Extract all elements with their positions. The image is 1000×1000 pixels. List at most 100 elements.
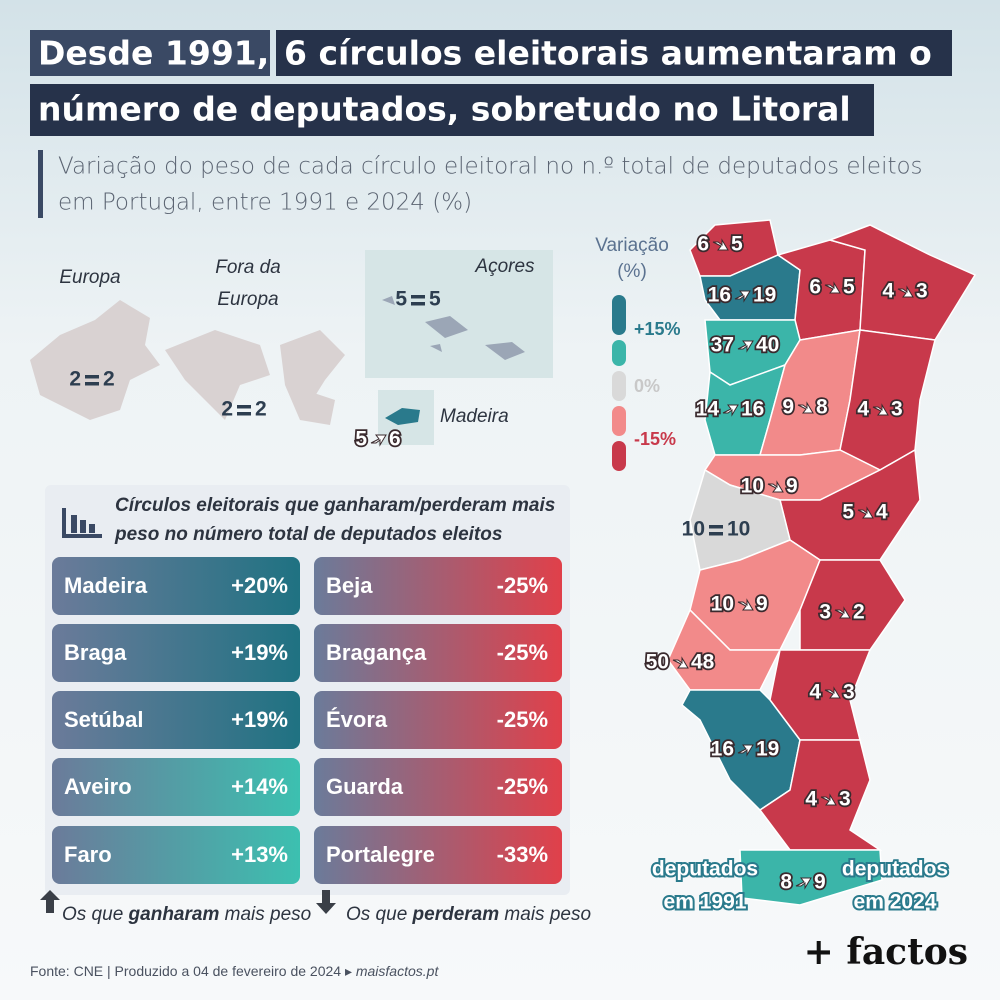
to-value: 10 <box>727 518 750 541</box>
footer-source: Fonte: CNE | Produzido a 04 de fevereiro… <box>30 963 439 979</box>
from-value: 37 <box>711 334 734 357</box>
change-arrow <box>834 606 851 619</box>
map-note: deputados <box>842 858 948 881</box>
to-value: 8 <box>816 396 828 419</box>
gain-value: +19% <box>231 707 288 732</box>
title-highlight-bg <box>30 30 270 76</box>
change-label: 16 19 <box>706 282 778 309</box>
change-label: 37 40 <box>709 332 781 359</box>
gain-row <box>52 624 300 682</box>
to-value: 19 <box>756 738 779 761</box>
inset-label: Madeira <box>440 406 509 427</box>
change-arrow <box>820 793 837 806</box>
legend-label: 0% <box>634 376 660 396</box>
note-text: perderam <box>412 904 500 925</box>
note-text: ganharam <box>128 904 220 925</box>
equal-sign <box>411 302 425 306</box>
change-label: 16 19 <box>709 736 781 763</box>
from-value: 16 <box>711 738 734 761</box>
to-value: 9 <box>786 475 798 498</box>
change-arrow <box>734 290 751 303</box>
to-value: 9 <box>756 593 768 616</box>
to-value: 2 <box>255 398 267 421</box>
change-arrow <box>797 401 814 414</box>
from-value: 8 <box>780 871 792 894</box>
from-value: 5 <box>355 428 367 451</box>
to-value: 16 <box>741 398 764 421</box>
loss-value: -25% <box>497 707 548 732</box>
from-value: 2 <box>221 398 233 421</box>
to-value: 40 <box>756 334 779 357</box>
from-value: 9 <box>782 396 794 419</box>
to-value: 6 <box>389 428 401 451</box>
change-arrow <box>767 480 784 493</box>
to-value: 2 <box>853 601 865 624</box>
legend-swatch <box>612 295 626 335</box>
loss-value: -33% <box>497 842 548 867</box>
from-value: 3 <box>819 601 831 624</box>
change-arrow <box>737 598 754 611</box>
arrow-up-icon <box>40 890 60 913</box>
change-arrow <box>824 281 841 294</box>
from-value: 4 <box>805 788 817 811</box>
gain-value: +14% <box>231 774 288 799</box>
to-value: 3 <box>916 280 928 303</box>
map-note: em 1991 <box>664 891 747 914</box>
note-text: mais peso <box>219 904 311 925</box>
loss-name: Portalegre <box>326 842 435 867</box>
equal-sign <box>85 382 99 386</box>
footer-text: maisfactos.pt <box>356 963 440 979</box>
change-arrow <box>737 340 754 353</box>
change-arrow <box>824 686 841 699</box>
change-label: 10 10 <box>682 518 751 541</box>
from-value: 4 <box>857 398 869 421</box>
change-label: 50 48 <box>644 649 717 676</box>
gain-row <box>52 557 300 615</box>
to-value: 5 <box>843 276 855 299</box>
change-arrow <box>672 656 689 669</box>
to-value: 9 <box>814 871 826 894</box>
subtitle: em Portugal, entre 1991 e 2024 (%) <box>58 190 472 216</box>
gain-row <box>52 691 300 749</box>
note-text: Os que <box>346 904 413 925</box>
loss-value: -25% <box>497 774 548 799</box>
gain-name: Aveiro <box>64 774 132 799</box>
equal-sign <box>85 375 99 379</box>
to-value: 5 <box>731 233 743 256</box>
from-value: 16 <box>708 284 731 307</box>
legend-label: +15% <box>634 319 681 339</box>
map-note: deputados <box>652 858 758 881</box>
legend-title: Variação <box>595 235 669 256</box>
to-value: 2 <box>103 368 115 391</box>
legend-title: (%) <box>617 261 647 282</box>
loss-name: Bragança <box>326 640 427 665</box>
equal-sign <box>709 532 723 536</box>
change-arrow <box>795 877 812 890</box>
change-label: 10 9 <box>739 473 800 500</box>
legend-swatch <box>612 406 626 436</box>
legend-label: -15% <box>634 429 676 449</box>
inset-label: Europa <box>217 289 278 310</box>
from-value: 10 <box>741 475 764 498</box>
loss-row <box>314 557 562 615</box>
loss-value: -25% <box>497 640 548 665</box>
title: número de deputados, sobretudo no Litora… <box>38 90 851 129</box>
to-value: 19 <box>753 284 776 307</box>
loss-value: -25% <box>497 573 548 598</box>
from-value: 6 <box>697 233 709 256</box>
note-text: mais peso <box>499 904 591 925</box>
equal-sign <box>411 295 425 299</box>
from-value: 50 <box>646 651 669 674</box>
from-value: 5 <box>842 501 854 524</box>
note-gained: Os que ganharam mais peso <box>62 904 311 925</box>
